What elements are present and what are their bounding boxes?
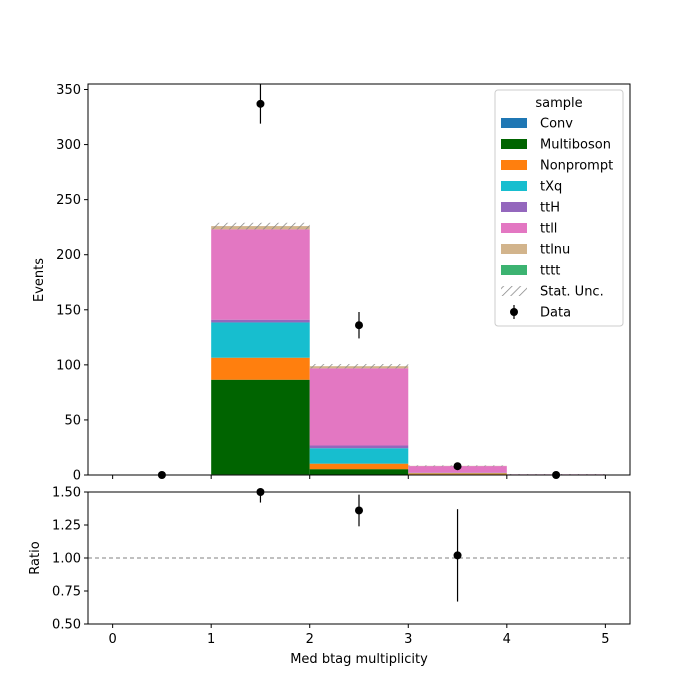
main-ytick-label-5: 250 [56,193,81,208]
legend-swatch-conv [501,118,527,128]
ratio-xtick-label-2: 2 [306,632,314,647]
legend-label-txq: tXq [540,180,562,195]
ratio-point-1 [355,506,363,515]
main-ytick-label-2: 100 [56,358,81,373]
legend-data-marker [510,308,518,316]
ratio-y-axis-label: Ratio [28,541,43,574]
ratio-xtick-label-1: 1 [207,632,215,647]
stat-unc-bin-1 [211,222,310,230]
ratio-xtick-label-5: 5 [601,632,609,647]
bar-nonprompt-bin-2 [309,463,409,470]
legend-label-tth: ttH [540,201,560,216]
main-ytick-label-1: 50 [64,413,81,428]
ratio-xtick-label-0: 0 [108,632,116,647]
legend-label-ttll: ttll [540,222,557,237]
main-y-ticks: 0 50 100 150 200 250 300 350 [56,83,88,484]
ratio-panel: 0.50 0.75 1.00 1.25 1.50 0 1 2 3 4 5 Ratio Med bt… [28,486,631,667]
legend-swatch-txq [501,181,527,191]
legend-swatch-tth [501,202,527,212]
main-y-axis-label: Events [32,258,47,302]
legend-label-nonprompt: Nonprompt [540,159,613,174]
bar-nonprompt-bin-3 [408,473,507,475]
main-ytick-label-6: 300 [56,138,81,153]
ratio-ytick-label-3: 1.25 [52,519,81,534]
bar-tth-bin-1 [211,319,310,323]
ratio-ytick-label-1: 0.75 [52,585,81,600]
main-x-ticks [112,475,606,479]
ratio-point-2 [453,551,462,560]
ratio-y-ticks: 0.50 0.75 1.00 1.25 1.50 [52,486,88,633]
main-ytick-label-0: 0 [73,469,81,484]
legend-swatch-ttlnu [501,244,527,254]
bar-txq-bin-2 [309,448,409,464]
ratio-ytick-label-4: 1.50 [52,486,81,501]
bar-tth-bin-2 [309,445,409,449]
data-point-2 [355,321,363,330]
legend-label-ttlnu: ttlnu [540,243,570,258]
main-ytick-label-4: 200 [56,248,81,263]
stat-unc-bin-2 [309,363,409,369]
legend-swatch-stat-unc [501,286,527,296]
ratio-xtick-label-3: 3 [404,632,412,647]
legend-label-conv: Conv [540,117,573,132]
legend-items: Conv Multiboson Nonprompt tXq ttH ttll ttlnu tt… [501,117,613,321]
legend-label-data: Data [540,306,571,321]
legend-swatch-ttll [501,223,527,233]
data-point-1 [256,99,265,108]
main-ytick-label-3: 150 [56,303,81,318]
bar-multiboson-bin-1 [211,379,310,475]
legend-label-multiboson: Multiboson [540,138,611,153]
main-axes-frame [87,83,631,476]
bar-multiboson-bin-2 [309,469,409,475]
x-axis-label: Med btag multiplicity [290,652,428,667]
legend-swatch-multiboson [501,139,527,149]
legend-swatch-nonprompt [501,160,527,170]
main-panel: 0 50 100 150 200 250 300 350 Events [32,83,631,484]
main-ytick-label-7: 350 [56,83,81,98]
bar-ttll-bin-2 [309,368,409,446]
bar-nonprompt-bin-1 [211,357,310,380]
legend-title: sample [535,96,582,111]
legend-label-tttt: tttt [540,264,560,279]
data-point-3 [453,462,462,471]
bar-txq-bin-1 [211,322,310,358]
ratio-xtick-label-4: 4 [503,632,511,647]
legend: sample Conv Multiboson Nonprompt tXq ttH ttll… [494,89,624,327]
ratio-ytick-label-2: 1.00 [52,552,81,567]
bar-ttll-bin-1 [211,229,310,320]
legend-label-stat-unc: Stat. Unc. [540,285,604,300]
ratio-ytick-label-0: 0.50 [52,618,81,633]
ratio-x-ticks: 0 1 2 3 4 5 [108,624,610,647]
legend-swatch-tttt [501,265,527,275]
